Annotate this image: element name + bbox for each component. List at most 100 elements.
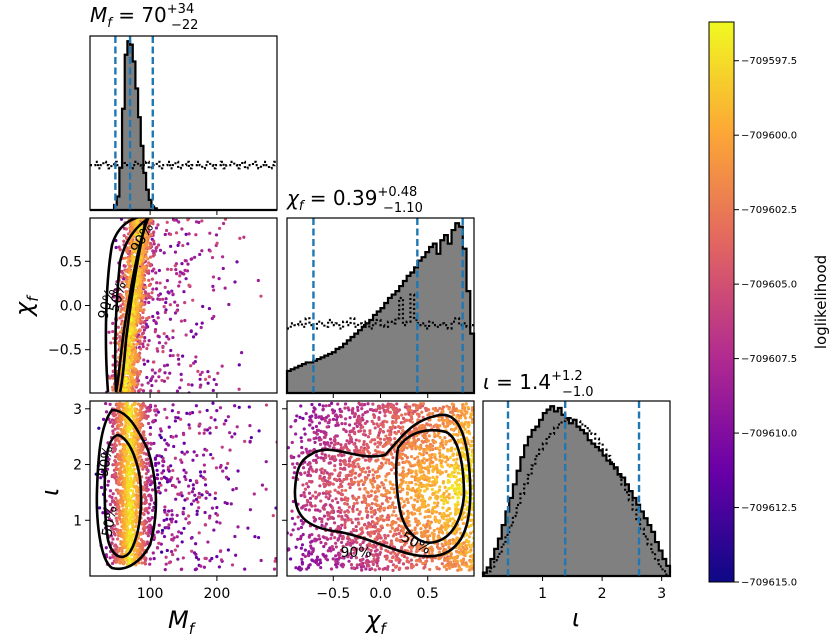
sample-point [179, 531, 184, 535]
sample-point [337, 556, 342, 560]
sample-point [329, 441, 333, 445]
sample-point [111, 329, 115, 334]
sample-point [299, 567, 304, 571]
sample-point [115, 522, 120, 526]
sample-point [399, 421, 403, 425]
sample-point [132, 304, 136, 308]
sample-point [416, 404, 420, 408]
sample-point [132, 480, 136, 484]
sample-point [357, 457, 361, 461]
sample-point [187, 514, 191, 518]
sample-point [119, 498, 123, 502]
sample-point [113, 455, 118, 459]
prior-histogram [287, 293, 474, 330]
sample-point [340, 549, 344, 553]
sample-point [337, 506, 341, 510]
sample-point [352, 461, 356, 465]
sample-point [195, 512, 199, 517]
sample-point [119, 304, 123, 308]
sample-point [149, 496, 153, 501]
sample-point [228, 431, 232, 435]
sample-point [323, 419, 327, 423]
sample-point [377, 417, 381, 421]
sample-point [358, 417, 362, 421]
sample-point [148, 557, 152, 561]
contour-label: 90% [95, 445, 116, 478]
sample-point [421, 561, 425, 566]
sample-point [383, 404, 387, 408]
sample-point [382, 518, 386, 522]
sample-point [171, 403, 175, 407]
sample-point [147, 494, 151, 498]
sample-point [133, 477, 137, 481]
sample-point [147, 338, 151, 343]
sample-point [192, 499, 196, 503]
sample-point [355, 424, 359, 429]
sample-point [129, 482, 133, 486]
sample-point [183, 318, 187, 323]
sample-point [149, 295, 153, 299]
sample-point [171, 483, 176, 488]
sample-point [186, 382, 191, 387]
sample-point [215, 409, 219, 413]
sample-point [175, 513, 179, 517]
sample-point [347, 440, 351, 444]
sample-point [146, 343, 150, 347]
sample-point [380, 524, 384, 528]
sample-point [343, 417, 348, 421]
sample-point [112, 524, 116, 528]
sample-point [194, 497, 199, 501]
sample-point [363, 522, 367, 527]
sample-point [161, 456, 165, 460]
sample-point [404, 402, 408, 407]
sample-point [115, 545, 119, 549]
sample-point [205, 408, 209, 413]
sample-point [307, 479, 312, 484]
sample-point [173, 250, 178, 254]
sample-point [210, 506, 215, 510]
sample-point [308, 474, 313, 478]
sample-point [144, 297, 148, 301]
sample-point [396, 528, 400, 532]
sample-point [413, 429, 417, 433]
sample-point [115, 341, 119, 345]
sample-point [365, 515, 369, 519]
sample-point [346, 540, 350, 544]
sample-point [165, 477, 169, 482]
sample-point [136, 445, 140, 449]
sample-point [360, 516, 364, 521]
sample-point [256, 278, 260, 283]
sample-point [296, 537, 300, 541]
sample-point [146, 516, 150, 520]
sample-point [130, 511, 134, 515]
sample-point [166, 376, 170, 380]
sample-point [392, 509, 396, 514]
sample-point [323, 453, 327, 457]
sample-point [187, 484, 191, 488]
sample-point [310, 402, 314, 407]
sample-point [158, 248, 163, 252]
sample-point [113, 533, 117, 537]
sample-point [194, 404, 198, 408]
sample-point [379, 515, 383, 519]
sample-point [337, 472, 341, 476]
sample-point [120, 295, 125, 299]
sample-point [415, 412, 419, 416]
sample-point [397, 531, 401, 536]
sample-point [203, 477, 207, 481]
sample-point [364, 506, 369, 510]
sample-point [302, 492, 306, 496]
sample-point [127, 556, 132, 560]
sample-point [322, 458, 326, 463]
sample-point [134, 328, 138, 332]
sample-point [120, 504, 125, 508]
sample-point [178, 270, 182, 274]
sample-point [122, 239, 126, 243]
sample-point [168, 232, 173, 236]
sample-point [171, 435, 175, 439]
sample-point [108, 556, 112, 560]
sample-point [128, 331, 132, 336]
sample-point [154, 249, 158, 253]
sample-point [156, 293, 161, 297]
sample-point [151, 254, 155, 258]
